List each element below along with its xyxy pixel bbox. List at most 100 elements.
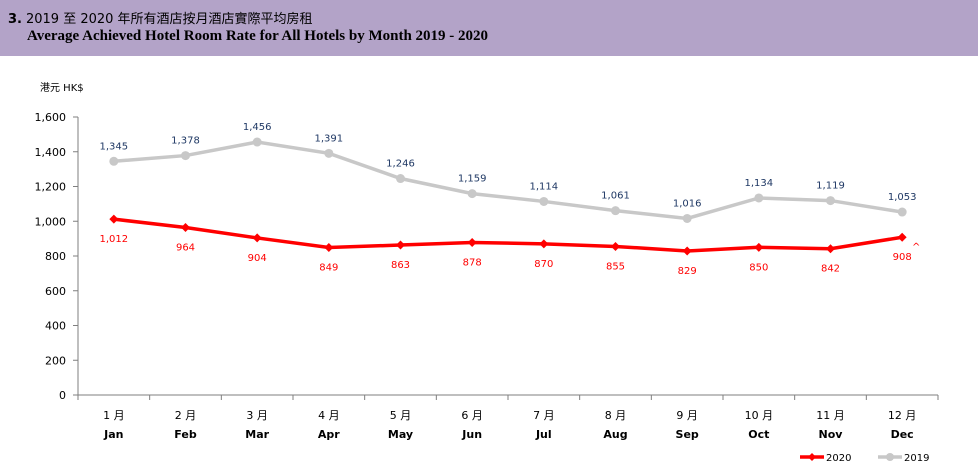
series-2020-label: 904 xyxy=(248,253,267,264)
x-tick-label: Mar xyxy=(245,428,269,441)
series-2019-label: 1,246 xyxy=(386,159,415,170)
chart-title-zh-text: 2019 至 2020 年所有酒店按月酒店實際平均房租 xyxy=(25,12,313,27)
series-2019-point xyxy=(682,213,692,223)
x-tick-label-zh: 3 月 xyxy=(246,409,268,422)
x-tick-label: Sep xyxy=(676,428,699,441)
line-chart: 港元 HK$ 0 200 400 600 800 1,000 1,200 1,400 1,600… xyxy=(35,82,939,464)
chart-area: 港元 HK$ 0 200 400 600 800 1,000 1,200 1,400 1,600… xyxy=(0,56,978,469)
x-tick-label-zh: 4 月 xyxy=(318,409,340,422)
series-2020-point xyxy=(109,214,119,224)
chart-header: 3. 2019 至 2020 年所有酒店按月酒店實際平均房租 Average Ac… xyxy=(0,0,978,56)
series-2020-label: 855 xyxy=(606,261,625,272)
series-2019-point xyxy=(539,196,549,206)
series-2019-point xyxy=(324,148,334,158)
series-2019-point xyxy=(467,189,477,199)
series-2019-point xyxy=(754,193,764,203)
series-2020-line xyxy=(113,217,903,253)
series-2020-point xyxy=(826,244,835,254)
x-tick-label-zh: 1 月 xyxy=(103,409,125,422)
series-2019-point xyxy=(109,156,119,166)
x-tick-label: Jul xyxy=(535,428,552,441)
series-2019-label: 1,114 xyxy=(530,181,559,192)
series-2019-point xyxy=(897,207,907,217)
series-2019-label: 1,391 xyxy=(315,133,344,144)
y-tick-label: 1,000 xyxy=(35,215,67,228)
x-tick-label: Oct xyxy=(748,428,769,441)
x-tick-label-zh: 9 月 xyxy=(676,409,698,422)
legend-2020-marker xyxy=(808,453,816,461)
series-2019-point xyxy=(396,174,405,184)
x-tick-label-zh: 7 月 xyxy=(533,409,555,422)
x-tick-label-zh: 5 月 xyxy=(390,409,412,422)
x-tick-label-zh: 10 月 xyxy=(745,409,774,422)
series-2019-label: 1,053 xyxy=(888,192,917,203)
chart-title-en: Average Achieved Hotel Room Rate for All… xyxy=(27,28,489,44)
x-tick-label: Jan xyxy=(103,428,123,441)
series-2019-label: 1,061 xyxy=(601,191,630,202)
x-tick-label: Feb xyxy=(174,428,197,441)
x-tick-label: May xyxy=(388,428,413,441)
x-tick-label: Apr xyxy=(318,428,340,441)
series-2020-label: 863 xyxy=(391,260,410,271)
y-tick-label: 1,400 xyxy=(35,146,67,159)
series-2019-label: 1,378 xyxy=(171,136,200,147)
legend-2019-marker xyxy=(886,453,894,461)
y-tick-label: 0 xyxy=(59,389,66,402)
series-2020-label: 829 xyxy=(678,266,697,277)
series-2019-label: 1,456 xyxy=(243,122,272,133)
legend: 2020 2019 xyxy=(800,453,929,464)
x-tick-label-zh: 12 月 xyxy=(888,409,917,422)
series-2019-line xyxy=(113,140,903,221)
series-2020-point xyxy=(252,233,262,243)
provisional-mark: ^ xyxy=(912,242,920,253)
x-tick-label-zh: 6 月 xyxy=(461,409,483,422)
series-2020-point xyxy=(539,239,549,249)
series-2020-point xyxy=(324,242,334,252)
series-2020-label: 964 xyxy=(176,243,195,254)
series-2020-point xyxy=(682,246,692,256)
y-tick-label: 1,600 xyxy=(35,111,67,124)
series-2019-label: 1,345 xyxy=(100,141,129,152)
x-tick-label: Jun xyxy=(461,428,482,441)
series-layer xyxy=(109,137,907,256)
series-2019-label: 1,159 xyxy=(458,174,487,185)
series-2020-label: 908 xyxy=(893,252,912,263)
series-2019-label: 1,016 xyxy=(673,198,702,209)
x-tick-label: Dec xyxy=(891,428,914,441)
chart-number: 3. xyxy=(8,12,22,27)
y-tick-label: 600 xyxy=(45,285,66,298)
series-2020-label: 849 xyxy=(319,262,338,273)
series-2019-label: 1,119 xyxy=(816,181,845,192)
y-tick-label: 400 xyxy=(45,320,66,333)
x-tick-label-zh: 11 月 xyxy=(816,409,845,422)
y-axis: 0 200 400 600 800 1,000 1,200 1,400 1,600 xyxy=(35,111,79,402)
x-tick-label-zh: 2 月 xyxy=(175,409,197,422)
legend-2019-label: 2019 xyxy=(904,453,929,464)
series-2020-label: 850 xyxy=(749,262,768,273)
series-2020-point xyxy=(181,223,190,233)
x-axis: 1 月 Jan 2 月 Feb 3 月 Mar 4 月 Apr 5 月 May 6 月 Jun 7 月 J… xyxy=(77,394,939,441)
y-axis-label: 港元 HK$ xyxy=(40,82,84,94)
series-2020-label: 1,012 xyxy=(100,234,129,245)
y-tick-label: 1,200 xyxy=(35,181,67,194)
series-2020-label: 878 xyxy=(463,257,482,268)
series-2020-label: 842 xyxy=(821,264,840,275)
series-2020-label: 870 xyxy=(534,259,553,270)
series-2020-point xyxy=(897,232,907,242)
series-2019-point xyxy=(826,196,835,206)
x-tick-label: Aug xyxy=(603,428,627,441)
series-2019-point xyxy=(181,151,190,161)
series-2020-point xyxy=(396,240,405,250)
series-2020-point xyxy=(611,241,620,251)
series-2019-point xyxy=(611,206,620,216)
y-tick-label: 800 xyxy=(45,250,66,263)
series-2020-point xyxy=(754,242,764,252)
chart-title-zh: 3. 2019 至 2020 年所有酒店按月酒店實際平均房租 xyxy=(8,8,313,27)
y-tick-label: 200 xyxy=(45,354,66,367)
x-tick-label: Nov xyxy=(819,428,844,441)
series-2019-label: 1,134 xyxy=(745,178,774,189)
x-tick-label-zh: 8 月 xyxy=(605,409,627,422)
data-labels: 1,345 1,378 1,456 1,391 1,246 1,159 1,114 1,061… xyxy=(100,122,921,277)
legend-2020-label: 2020 xyxy=(826,453,851,464)
series-2019-point xyxy=(252,137,262,147)
